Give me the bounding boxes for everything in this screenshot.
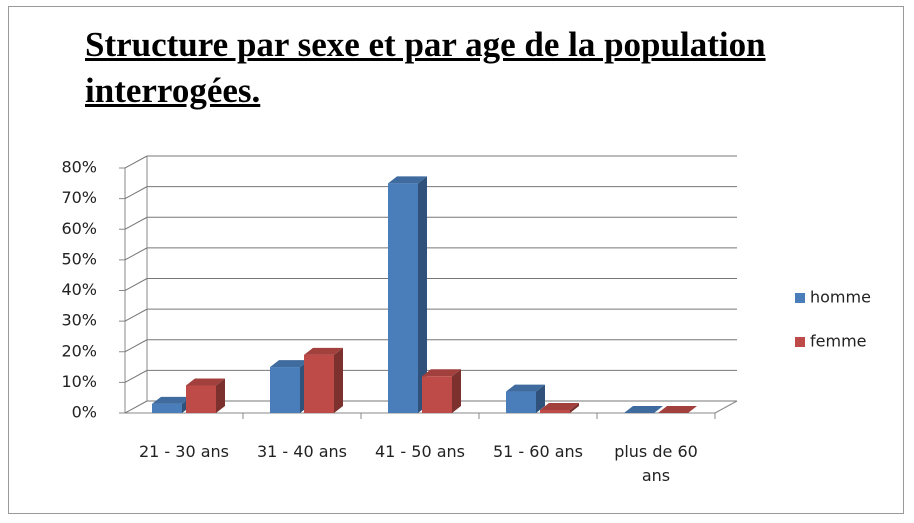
bar — [152, 396, 191, 413]
grid-line — [124, 247, 148, 261]
bar — [186, 378, 225, 413]
y-tick-label: 70% — [61, 188, 97, 207]
y-tick-label: 40% — [61, 280, 97, 299]
legend-label: homme — [810, 288, 871, 307]
legend-label: femme — [810, 332, 867, 351]
grid-line — [124, 186, 148, 200]
x-tick-label: 51 - 60 ans — [492, 442, 584, 461]
grid-line — [124, 308, 148, 322]
chart-title: Structure par sexe et par age de la popu… — [85, 25, 766, 110]
y-tick-label: 60% — [61, 219, 97, 238]
bar — [304, 347, 343, 413]
bar — [658, 406, 697, 413]
frame — [8, 6, 904, 514]
grid-line — [124, 155, 148, 169]
x-tick-label: 21 - 30 ans — [138, 442, 230, 461]
grid-line — [124, 400, 148, 414]
grid-line — [124, 216, 148, 230]
bar — [624, 406, 663, 413]
legend-swatch — [795, 293, 805, 303]
x-tick-label: 31 - 40 ans — [256, 442, 348, 461]
grid-line — [124, 278, 148, 291]
y-tick-label: 20% — [61, 341, 97, 360]
y-tick-label: 80% — [61, 158, 97, 177]
legend-swatch — [795, 337, 805, 347]
bar — [270, 360, 309, 413]
floor-right — [714, 400, 738, 414]
y-tick-label: 10% — [61, 372, 97, 391]
x-tick-label: plus de 60 ans — [614, 442, 698, 485]
x-tick-label: 41 - 50 ans — [374, 442, 466, 461]
bar — [506, 384, 545, 413]
grid-line — [124, 369, 148, 383]
y-tick-label: 0% — [72, 403, 97, 422]
bar — [422, 369, 461, 413]
grid-line — [124, 339, 148, 353]
y-tick-label: 50% — [61, 249, 97, 268]
y-tick-label: 30% — [61, 311, 97, 330]
bar — [388, 176, 427, 413]
bar — [540, 402, 579, 413]
